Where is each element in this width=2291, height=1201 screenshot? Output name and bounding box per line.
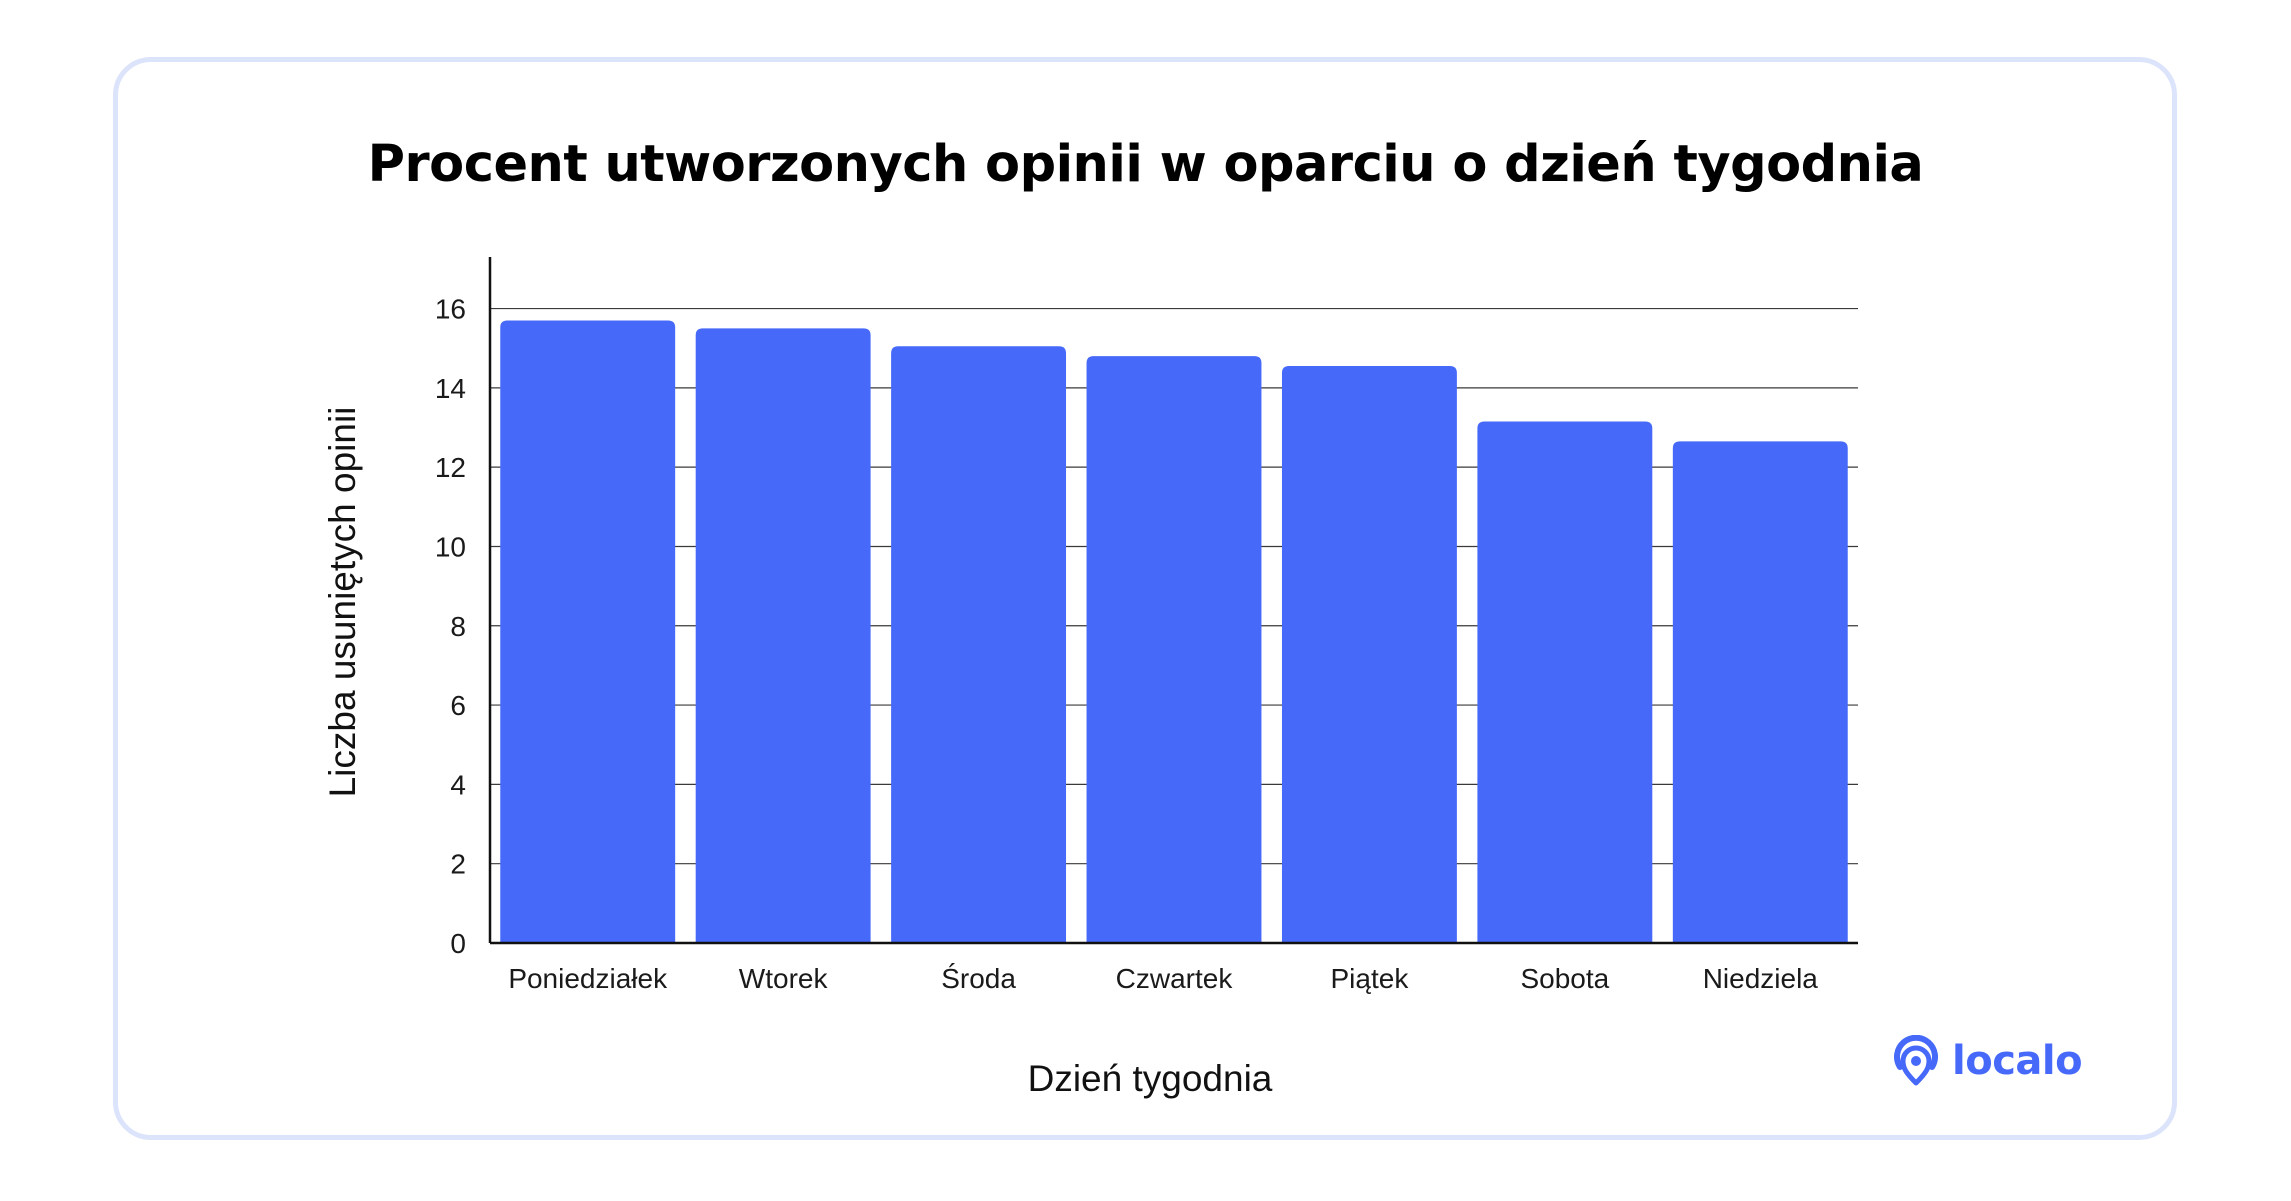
y-tick-label: 10: [435, 531, 466, 562]
y-tick-label: 4: [450, 769, 466, 800]
bar-poniedziałek: [500, 320, 676, 944]
x-tick-label: Sobota: [1520, 963, 1609, 994]
x-tick-label: Poniedziałek: [508, 963, 668, 994]
y-tick-label: 2: [450, 849, 466, 880]
brand-logo: localo: [1890, 1033, 2083, 1089]
y-tick-label: 14: [435, 373, 466, 404]
bar-środa: [891, 346, 1067, 943]
bar-wtorek: [695, 328, 871, 943]
x-tick-label: Środa: [941, 962, 1016, 994]
y-tick-label: 6: [450, 690, 466, 721]
x-tick-label: Piątek: [1331, 963, 1410, 994]
bar-piątek: [1281, 366, 1457, 943]
bar-niedziela: [1672, 441, 1848, 943]
x-tick-label: Czwartek: [1116, 963, 1234, 994]
y-tick-label: 0: [450, 928, 466, 959]
bar-czwartek: [1086, 356, 1262, 943]
y-tick-label: 12: [435, 452, 466, 483]
y-tick-label: 8: [450, 611, 466, 642]
bars: [500, 320, 1848, 944]
y-tick-labels: 0 2 4 6 8 10 12 14 16: [435, 294, 466, 959]
brand-name: localo: [1952, 1038, 2083, 1084]
x-tick-labels: Poniedziałek Wtorek Środa Czwartek Piątek Sob…: [508, 962, 1818, 994]
x-tick-label: Wtorek: [739, 963, 829, 994]
bar-sobota: [1477, 421, 1653, 944]
axes: [488, 257, 1858, 945]
x-axis-label: Dzień tygodnia: [1028, 1058, 1273, 1099]
x-tick-label: Niedziela: [1703, 963, 1819, 994]
y-axis-label: Liczba usuniętych opinii: [322, 407, 363, 798]
y-tick-label: 16: [435, 294, 466, 325]
chart-title: Procent utworzonych opinii w oparciu o d…: [367, 135, 1924, 194]
location-pin-icon: [1894, 1035, 1938, 1086]
